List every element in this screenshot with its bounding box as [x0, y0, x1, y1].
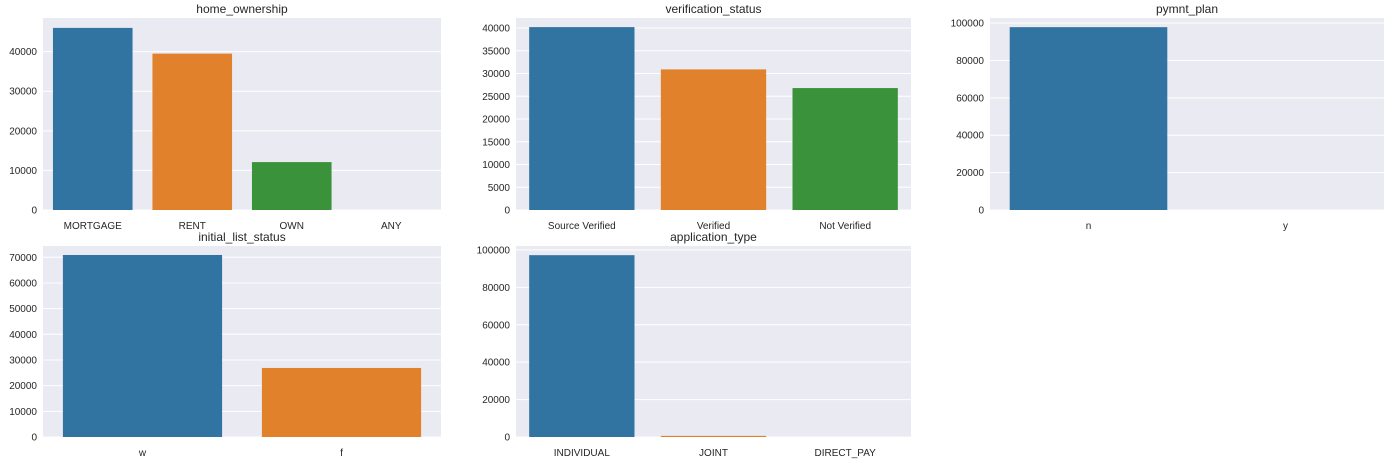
bar-own: [251, 162, 332, 210]
bar-mortgage: [52, 27, 133, 210]
chart-title: initial_list_status: [198, 230, 285, 244]
y-tick-label: 60000: [482, 320, 510, 331]
y-tick-label: 30000: [482, 69, 510, 80]
y-tick-label: 80000: [956, 56, 984, 67]
bar-n: [1009, 27, 1168, 211]
x-tick-label: ANY: [381, 221, 402, 232]
subplot-home-ownership: 0 10000 20000 30000 40000 MORTGAGE RENT OWN ANY h…: [9, 2, 441, 232]
y-tick-label: 40000: [482, 24, 510, 35]
y-tick-label: 30000: [9, 355, 37, 366]
y-tick-label: 70000: [9, 253, 37, 264]
y-tick-label: 10000: [9, 166, 37, 177]
bar-source-verified: [529, 27, 635, 211]
x-tick-label: w: [138, 448, 147, 459]
x-tick-label: y: [1283, 221, 1288, 232]
bar-rent: [152, 53, 233, 211]
subplot-pymnt-plan: 0 20000 40000 60000 80000 100000 n y pymnt_plan: [951, 2, 1384, 232]
y-tick-label: 25000: [482, 92, 510, 103]
x-tick-label: Verified: [697, 221, 730, 232]
bar-individual: [529, 255, 635, 437]
y-tick-label: 50000: [9, 304, 37, 315]
y-tick-label: 20000: [9, 381, 37, 392]
x-tick-label: OWN: [280, 221, 304, 232]
y-tick-label: 35000: [482, 46, 510, 57]
y-tick-label: 0: [504, 433, 510, 444]
x-tick-label: RENT: [179, 221, 206, 232]
chart-title: verification_status: [665, 2, 761, 16]
y-tick-label: 60000: [9, 278, 37, 289]
y-tick-label: 10000: [482, 160, 510, 171]
bar-verified: [660, 69, 767, 210]
y-tick-label: 20000: [482, 115, 510, 126]
y-tick-label: 10000: [9, 407, 37, 418]
chart-title: pymnt_plan: [1156, 2, 1218, 16]
y-tick-label: 40000: [9, 47, 37, 58]
y-tick-label: 20000: [9, 126, 37, 137]
x-tick-label: DIRECT_PAY: [815, 448, 877, 459]
chart-title: application_type: [670, 230, 757, 244]
y-tick-label: 40000: [956, 131, 984, 142]
y-tick-label: 30000: [9, 87, 37, 98]
y-tick-label: 0: [504, 206, 510, 217]
x-tick-label: Source Verified: [548, 221, 616, 232]
y-tick-label: 100000: [951, 19, 985, 30]
y-tick-label: 80000: [482, 283, 510, 294]
bar-w: [62, 254, 223, 437]
x-tick-label: n: [1086, 221, 1092, 232]
bar-joint: [660, 435, 767, 437]
y-tick-label: 0: [31, 206, 37, 217]
x-tick-label: MORTGAGE: [64, 221, 122, 232]
subplot-initial-list-status: 0 10000 20000 30000 40000 50000 60000 70000 w f in…: [9, 230, 441, 459]
y-tick-label: 60000: [956, 93, 984, 104]
y-tick-label: 20000: [956, 168, 984, 179]
bar-not-verified: [792, 88, 898, 210]
y-tick-label: 0: [978, 206, 984, 217]
y-tick-label: 15000: [482, 137, 510, 148]
y-tick-label: 100000: [477, 245, 511, 256]
x-tick-label: INDIVIDUAL: [554, 448, 611, 459]
bar-f: [261, 367, 422, 437]
x-tick-label: f: [340, 448, 343, 459]
subplot-verification-status: 0 5000 10000 15000 20000 25000 30000 35000 40000…: [482, 2, 911, 232]
chart-title: home_ownership: [196, 2, 288, 16]
y-tick-label: 20000: [482, 395, 510, 406]
y-tick-label: 5000: [488, 183, 511, 194]
y-tick-label: 0: [31, 433, 37, 444]
x-tick-label: Not Verified: [819, 221, 871, 232]
subplot-application-type: 0 20000 40000 60000 80000 100000 INDIVIDUAL JOI…: [477, 230, 911, 459]
y-tick-label: 40000: [482, 358, 510, 369]
y-tick-label: 40000: [9, 330, 37, 341]
x-tick-label: JOINT: [699, 448, 728, 459]
